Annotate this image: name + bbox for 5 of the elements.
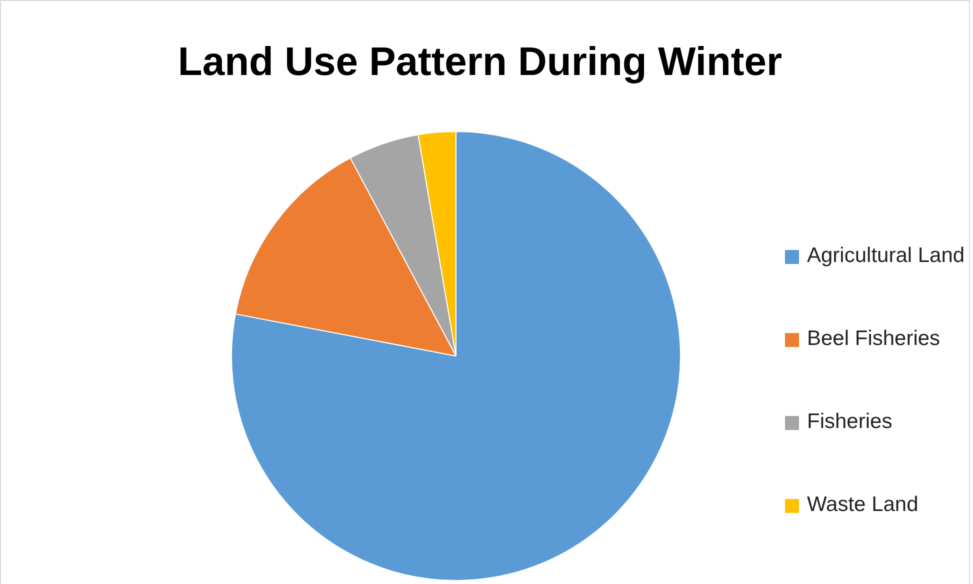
legend-label: Agricultural Land (807, 244, 965, 268)
chart-title: Land Use Pattern During Winter (176, 40, 784, 85)
legend-label: Beel Fisheries (807, 327, 940, 351)
legend-label: Waste Land (807, 493, 918, 517)
legend-label: Fisheries (807, 410, 892, 434)
